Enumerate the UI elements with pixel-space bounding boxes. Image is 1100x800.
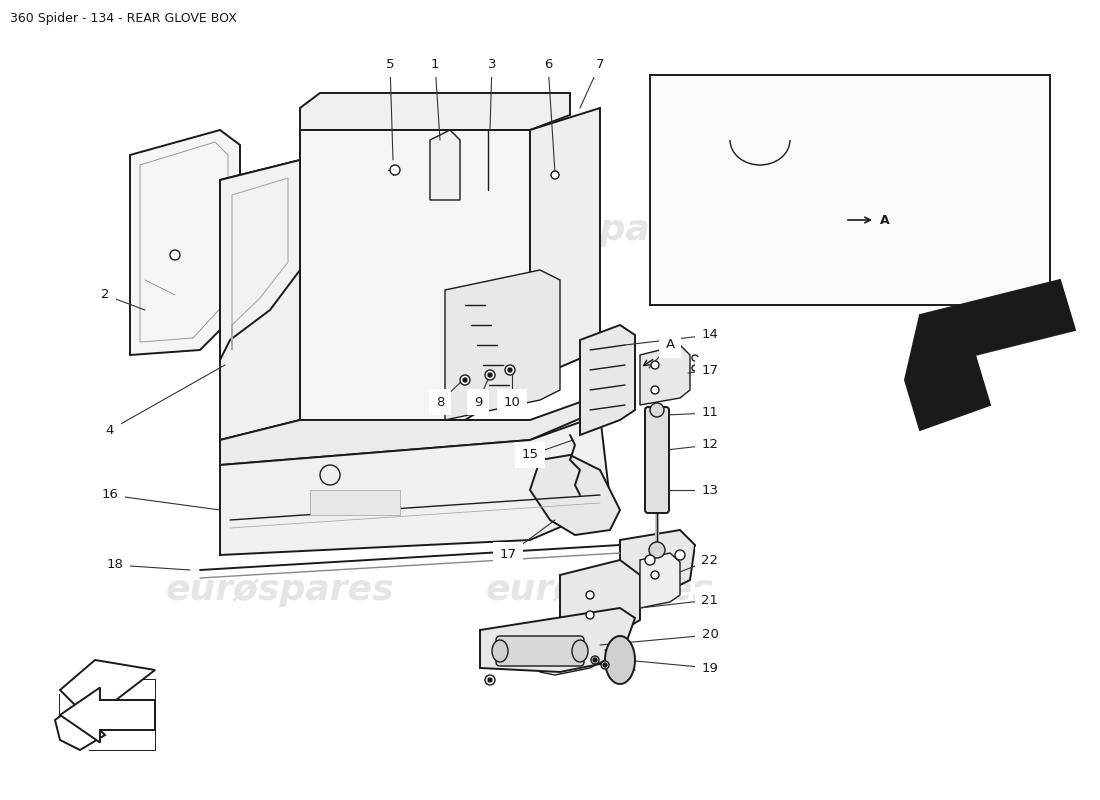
Polygon shape bbox=[760, 140, 900, 240]
Text: 3: 3 bbox=[487, 58, 496, 70]
Text: 1: 1 bbox=[431, 58, 439, 70]
Text: 12: 12 bbox=[702, 438, 718, 451]
Circle shape bbox=[460, 375, 470, 385]
Circle shape bbox=[601, 661, 609, 669]
Circle shape bbox=[586, 591, 594, 599]
Text: 22: 22 bbox=[702, 554, 718, 566]
Polygon shape bbox=[530, 455, 620, 535]
Text: 16: 16 bbox=[101, 489, 119, 502]
Polygon shape bbox=[530, 108, 600, 380]
Polygon shape bbox=[560, 560, 640, 645]
Circle shape bbox=[692, 365, 698, 371]
Polygon shape bbox=[640, 345, 690, 405]
Circle shape bbox=[463, 378, 467, 382]
Polygon shape bbox=[300, 93, 570, 130]
Bar bbox=[60, 680, 155, 750]
Circle shape bbox=[586, 611, 594, 619]
Circle shape bbox=[645, 555, 654, 565]
Bar bbox=[650, 75, 1050, 305]
Text: 17: 17 bbox=[499, 549, 517, 562]
Polygon shape bbox=[220, 160, 300, 440]
Circle shape bbox=[593, 658, 597, 662]
Circle shape bbox=[603, 663, 607, 667]
Text: 13: 13 bbox=[702, 483, 718, 497]
Text: eurøspares: eurøspares bbox=[166, 213, 394, 247]
Circle shape bbox=[651, 361, 659, 369]
Circle shape bbox=[651, 571, 659, 579]
Ellipse shape bbox=[605, 636, 635, 684]
Text: 18: 18 bbox=[107, 558, 123, 571]
Polygon shape bbox=[446, 270, 560, 420]
Text: 15: 15 bbox=[521, 449, 539, 462]
Polygon shape bbox=[950, 80, 1040, 270]
FancyArrow shape bbox=[60, 687, 155, 742]
Polygon shape bbox=[220, 415, 610, 555]
Text: 2: 2 bbox=[101, 289, 109, 302]
Text: 7: 7 bbox=[596, 58, 604, 70]
Polygon shape bbox=[55, 660, 155, 750]
Text: 19: 19 bbox=[702, 662, 718, 674]
Polygon shape bbox=[430, 130, 460, 200]
Circle shape bbox=[649, 542, 666, 558]
Text: 5: 5 bbox=[386, 58, 394, 70]
Polygon shape bbox=[580, 325, 635, 435]
Circle shape bbox=[390, 165, 400, 175]
Circle shape bbox=[485, 675, 495, 685]
Polygon shape bbox=[220, 160, 300, 360]
Text: 17: 17 bbox=[702, 363, 718, 377]
Text: A: A bbox=[666, 338, 674, 351]
Polygon shape bbox=[620, 530, 695, 590]
Polygon shape bbox=[905, 280, 1075, 430]
Text: eurøspares: eurøspares bbox=[486, 213, 714, 247]
Text: 10: 10 bbox=[504, 395, 520, 409]
Text: 360 Spider - 134 - REAR GLOVE BOX: 360 Spider - 134 - REAR GLOVE BOX bbox=[10, 12, 236, 25]
Text: 4: 4 bbox=[106, 423, 114, 437]
Polygon shape bbox=[640, 553, 680, 608]
Circle shape bbox=[488, 678, 492, 682]
Circle shape bbox=[692, 355, 698, 361]
Circle shape bbox=[551, 171, 559, 179]
Circle shape bbox=[488, 373, 492, 377]
Circle shape bbox=[320, 465, 340, 485]
Ellipse shape bbox=[492, 640, 508, 662]
Text: 20: 20 bbox=[702, 629, 718, 642]
Text: 11: 11 bbox=[702, 406, 718, 419]
Circle shape bbox=[485, 370, 495, 380]
FancyBboxPatch shape bbox=[496, 636, 584, 666]
Bar bbox=[310, 490, 400, 515]
Text: 8: 8 bbox=[436, 395, 444, 409]
Circle shape bbox=[170, 250, 180, 260]
Text: eurøspares: eurøspares bbox=[166, 573, 394, 607]
Circle shape bbox=[675, 550, 685, 560]
Polygon shape bbox=[300, 130, 530, 420]
Polygon shape bbox=[130, 130, 240, 355]
Ellipse shape bbox=[572, 640, 588, 662]
Text: A: A bbox=[880, 214, 890, 226]
Polygon shape bbox=[220, 395, 600, 465]
Circle shape bbox=[651, 386, 659, 394]
Polygon shape bbox=[660, 100, 720, 240]
Text: 6: 6 bbox=[543, 58, 552, 70]
Text: 14: 14 bbox=[702, 329, 718, 342]
Circle shape bbox=[650, 403, 664, 417]
Polygon shape bbox=[480, 608, 635, 672]
Text: 21: 21 bbox=[702, 594, 718, 606]
Circle shape bbox=[508, 368, 512, 372]
FancyBboxPatch shape bbox=[645, 407, 669, 513]
Text: 9: 9 bbox=[474, 395, 482, 409]
Circle shape bbox=[505, 365, 515, 375]
Text: A: A bbox=[660, 343, 670, 357]
Circle shape bbox=[591, 656, 600, 664]
Text: eurøspares: eurøspares bbox=[486, 573, 714, 607]
